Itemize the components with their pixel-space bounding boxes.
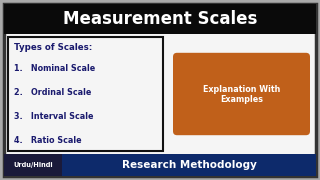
FancyBboxPatch shape [62, 154, 316, 176]
Text: Examples: Examples [220, 94, 263, 103]
Text: 2.   Ordinal Scale: 2. Ordinal Scale [14, 88, 92, 97]
Text: Explanation With: Explanation With [203, 84, 280, 93]
Text: 3.   Interval Scale: 3. Interval Scale [14, 112, 93, 121]
Text: 4.   Ratio Scale: 4. Ratio Scale [14, 136, 82, 145]
FancyBboxPatch shape [4, 4, 316, 34]
FancyBboxPatch shape [4, 4, 316, 176]
Text: Types of Scales:: Types of Scales: [14, 42, 92, 51]
Text: Measurement Scales: Measurement Scales [63, 10, 257, 28]
Text: Urdu/Hindi: Urdu/Hindi [13, 162, 53, 168]
FancyBboxPatch shape [4, 154, 62, 176]
Text: 1.   Nominal Scale: 1. Nominal Scale [14, 64, 95, 73]
Text: Research Methodology: Research Methodology [122, 160, 256, 170]
FancyBboxPatch shape [8, 37, 163, 151]
FancyBboxPatch shape [173, 53, 310, 135]
